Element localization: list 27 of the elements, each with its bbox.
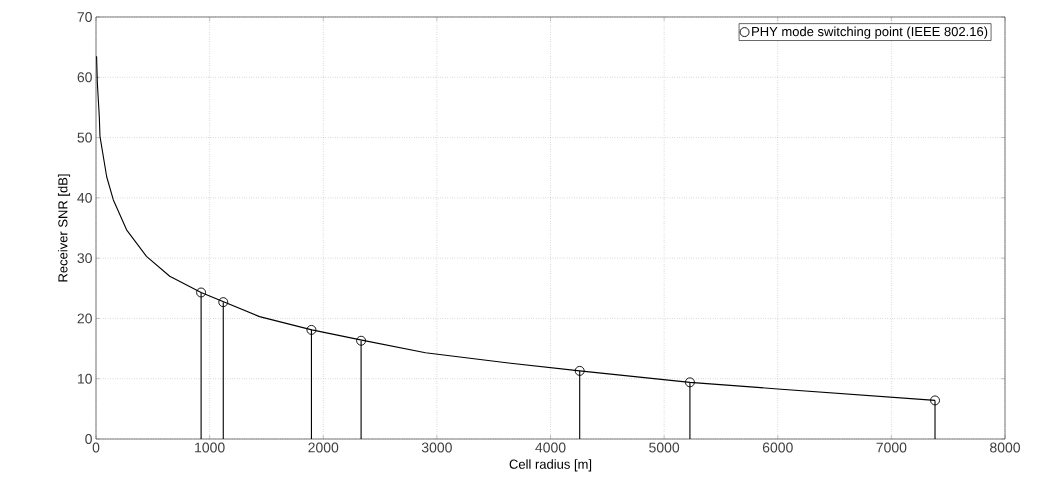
- x-tick-label: 6000: [762, 442, 793, 453]
- y-tick-label: 20: [77, 313, 92, 324]
- y-tick-label: 70: [77, 12, 92, 22]
- point: [930, 395, 940, 406]
- point: [218, 297, 229, 308]
- x-tick-label: 2000: [308, 442, 339, 453]
- y-tick-label: 30: [77, 253, 92, 264]
- y-tick-label: 10: [77, 373, 92, 384]
- point: [356, 335, 367, 346]
- x-tick-label: 3000: [421, 442, 452, 453]
- point: [684, 377, 695, 388]
- x-tick-label: 7000: [876, 442, 907, 453]
- x-tick-label: 5000: [649, 442, 680, 453]
- y-axis-title: Receiver SNR [dB]: [57, 174, 71, 282]
- point: [196, 287, 207, 298]
- point: [574, 365, 585, 376]
- y-tick-label: 40: [77, 192, 92, 203]
- x-tick-label: 0: [92, 442, 100, 453]
- y-tick-label: 60: [77, 72, 92, 83]
- legend-label: PHY mode switching point (IEEE 802.16): [752, 26, 988, 39]
- y-tick-label: 50: [77, 132, 92, 143]
- x-tick-label: 8000: [990, 442, 1021, 453]
- x-axis-title: Cell radius [m]: [509, 459, 592, 472]
- y-tick-label: 0: [85, 434, 92, 444]
- x-tick-label: 4000: [535, 442, 566, 453]
- point: [306, 324, 317, 335]
- x-tick-label: 1000: [195, 442, 225, 453]
